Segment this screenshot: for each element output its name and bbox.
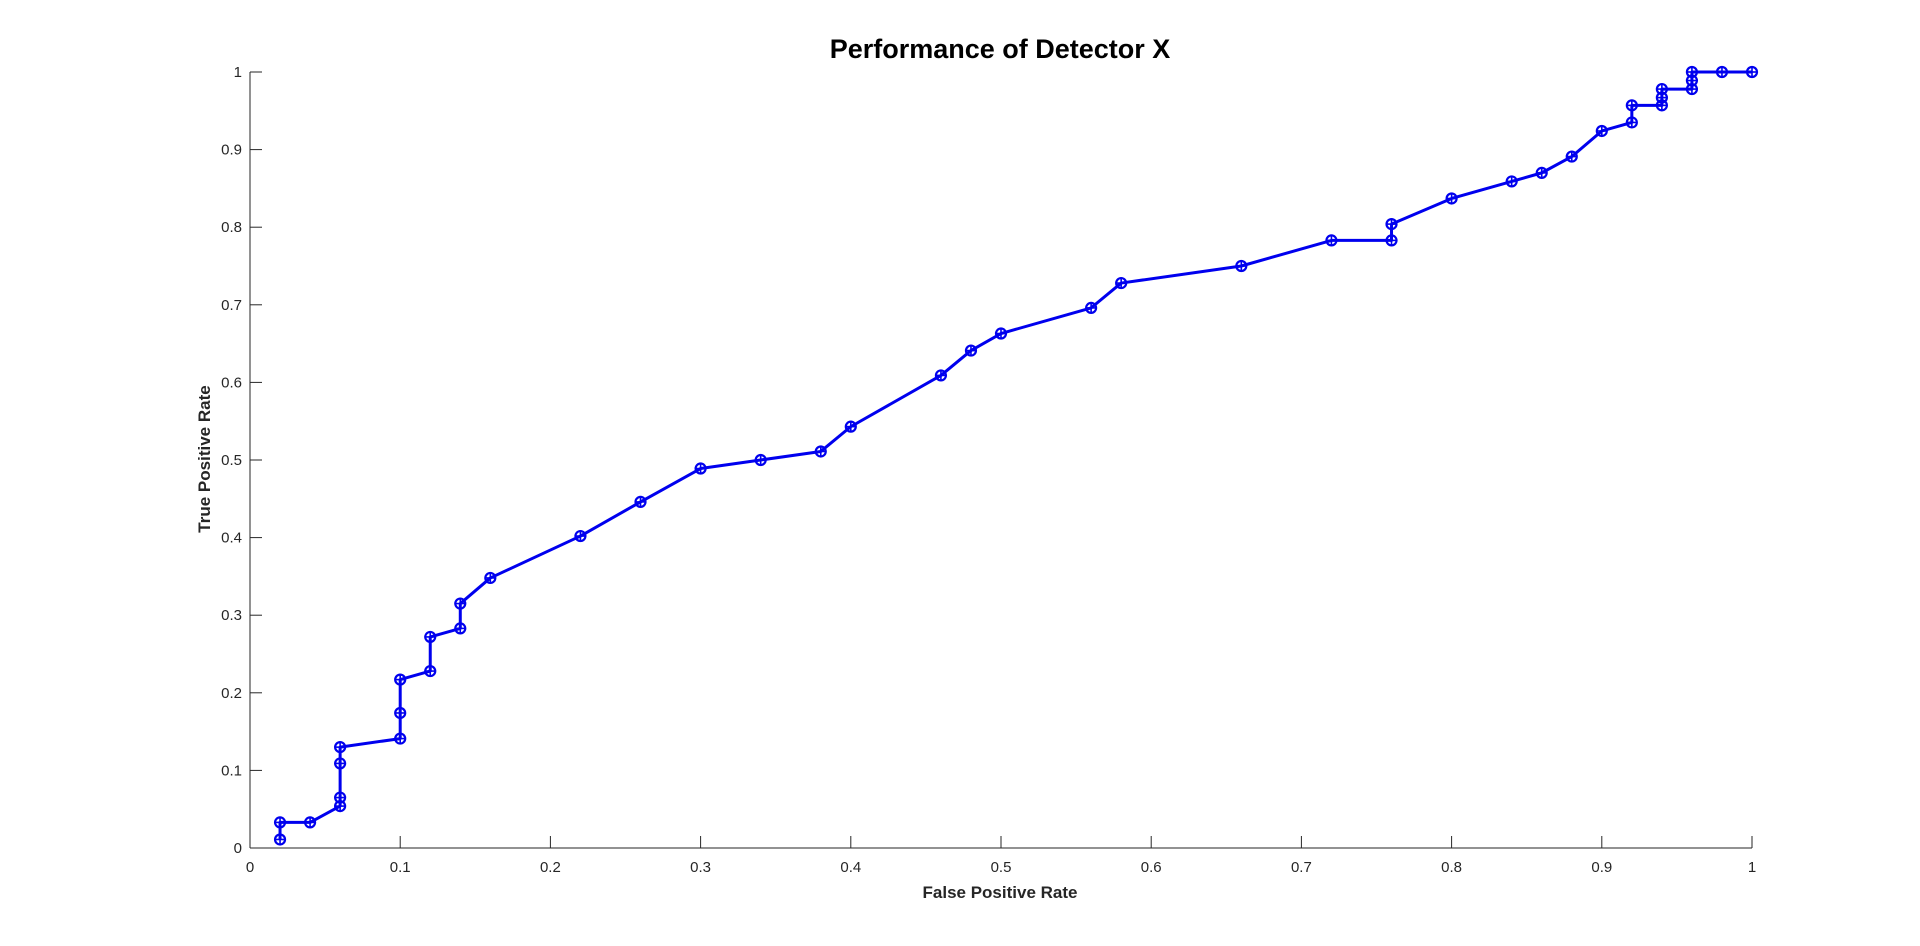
x-tick-label: 0.3	[690, 859, 711, 876]
data-point	[1505, 175, 1518, 188]
data-point	[1085, 301, 1098, 315]
x-tick-label: 0.2	[540, 859, 561, 876]
data-point	[1235, 259, 1248, 273]
y-tick-label: 0	[234, 840, 242, 857]
data-point	[484, 571, 497, 585]
data-point	[334, 741, 347, 754]
data-point	[694, 462, 707, 475]
data-point	[754, 453, 767, 467]
axes: 0 0.1 0.2 0.3 0.4 0.5 0.6 0.7 0.8 0.9 1 0 0.1 0.2 0.3 0…	[221, 64, 1756, 876]
data-point	[334, 757, 347, 770]
data-point	[424, 630, 437, 644]
data-point	[844, 420, 857, 433]
y-tick-label: 0.4	[221, 530, 242, 547]
x-axis-label: False Positive Rate	[923, 883, 1078, 902]
y-tick-label: 0.5	[221, 452, 242, 469]
data-point	[273, 833, 287, 846]
data-point	[334, 791, 347, 804]
x-tick-label: 0.1	[390, 859, 411, 876]
data-point	[1115, 276, 1128, 290]
y-tick-label: 0.7	[221, 297, 242, 314]
y-tick-label: 0.8	[221, 219, 242, 236]
data-point	[1745, 65, 1759, 79]
data-point	[1655, 82, 1668, 96]
x-tick-label: 0.9	[1591, 859, 1612, 876]
roc-curve-line	[278, 70, 1752, 840]
x-tick-label: 0.4	[840, 859, 861, 876]
data-point	[1385, 217, 1398, 231]
plot-area	[273, 65, 1759, 846]
y-tick-label: 0.6	[221, 374, 242, 391]
x-tick-label: 0.6	[1141, 859, 1162, 876]
data-point	[934, 369, 948, 382]
x-tick-label: 0.8	[1441, 859, 1462, 876]
data-point	[1565, 150, 1578, 163]
data-point	[394, 706, 407, 720]
data-point	[454, 622, 467, 635]
data-point	[1625, 99, 1638, 112]
data-point	[1535, 166, 1548, 179]
data-point	[964, 344, 978, 357]
x-tick-label: 0	[246, 859, 254, 876]
y-tick-label: 0.2	[221, 685, 242, 702]
data-point	[394, 732, 407, 745]
data-point	[394, 673, 407, 686]
data-point	[814, 445, 827, 458]
data-point	[424, 664, 437, 678]
data-point	[574, 529, 587, 543]
data-point	[454, 597, 467, 610]
data-point	[1715, 65, 1729, 79]
chart-title: Performance of Detector X	[830, 34, 1171, 64]
y-tick-label: 0.1	[221, 762, 242, 779]
data-point	[1595, 124, 1608, 138]
data-point	[1445, 192, 1458, 205]
data-point	[303, 816, 317, 829]
y-tick-label: 0.3	[221, 607, 242, 624]
data-point	[1625, 116, 1638, 129]
y-tick-label: 0.9	[221, 142, 242, 159]
x-tick-label: 0.7	[1291, 859, 1312, 876]
x-tick-label: 0.5	[991, 859, 1012, 876]
y-tick-label: 1	[234, 64, 242, 81]
data-point	[1685, 65, 1699, 79]
y-axis-label: True Positive Rate	[195, 385, 214, 532]
data-point	[634, 495, 647, 509]
data-point	[994, 327, 1008, 340]
data-point	[273, 816, 287, 829]
data-point	[1325, 234, 1338, 247]
x-tick-label: 1	[1748, 859, 1756, 876]
data-point	[1385, 234, 1398, 247]
